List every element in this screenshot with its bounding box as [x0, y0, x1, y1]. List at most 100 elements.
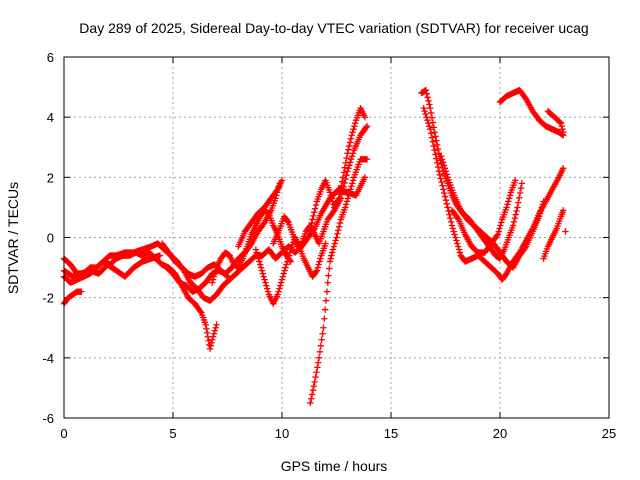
data-point: [310, 382, 318, 390]
data-point: [562, 228, 569, 235]
data-point: [345, 146, 352, 153]
data-point: [310, 212, 317, 220]
data-point: [432, 133, 439, 140]
data-point: [329, 246, 337, 253]
data-point: [335, 195, 342, 202]
data-point: [427, 109, 435, 117]
data-point: [442, 168, 450, 175]
data-point: [443, 171, 450, 178]
data-point: [257, 261, 264, 268]
data-point: [454, 240, 461, 247]
data-point: [207, 342, 214, 349]
data-point: [335, 227, 342, 234]
data-point: [558, 122, 565, 130]
data-point: [434, 163, 442, 171]
data-point: [283, 261, 290, 268]
data-point: [255, 255, 262, 262]
data-point: [363, 156, 371, 163]
data-point: [350, 126, 357, 133]
data-point: [319, 330, 326, 337]
data-point: [514, 204, 521, 211]
data-point: [440, 186, 447, 193]
y-axis-label: SDTVAR / TECUs: [5, 182, 21, 294]
data-point: [328, 195, 335, 202]
data-point: [435, 168, 443, 175]
data-point: [275, 288, 282, 295]
data-point: [506, 192, 514, 199]
data-point: [308, 219, 315, 227]
data-point: [277, 282, 284, 289]
data-point: [348, 183, 355, 190]
data-point: [363, 122, 371, 130]
data-point: [322, 297, 330, 304]
data-point: [328, 249, 336, 256]
data-point: [349, 177, 357, 184]
data-point: [78, 288, 85, 295]
data-point: [312, 268, 320, 275]
data-point: [346, 162, 353, 169]
data-point: [441, 193, 449, 200]
data-point: [254, 252, 261, 259]
data-point: [336, 190, 343, 198]
data-point: [256, 258, 263, 265]
data-point: [307, 223, 314, 230]
data-point: [423, 90, 430, 97]
data-point: [347, 156, 355, 163]
chart-title: Day 289 of 2025, Sidereal Day-to-day VTE…: [79, 20, 588, 36]
x-axis-label: GPS time / hours: [281, 458, 388, 474]
data-point: [443, 200, 451, 208]
data-point: [318, 336, 325, 343]
data-point: [333, 234, 340, 241]
data-point: [447, 218, 455, 226]
data-point: [450, 228, 457, 235]
data-point: [208, 339, 215, 346]
data-point: [348, 153, 356, 160]
data-point: [202, 321, 209, 328]
data-point: [427, 130, 435, 137]
data-point: [420, 104, 427, 112]
data-point: [341, 164, 348, 171]
data-point: [440, 189, 448, 197]
data-point: [441, 165, 449, 172]
data-point: [352, 119, 359, 127]
data-point: [424, 116, 431, 124]
data-point: [347, 186, 354, 193]
y-tick-label: 4: [47, 110, 54, 125]
data-point: [426, 101, 433, 108]
data-point: [361, 113, 369, 121]
data-point: [209, 333, 217, 340]
data-point: [338, 182, 345, 189]
data-point: [434, 159, 441, 167]
data-point: [211, 270, 219, 277]
data-point: [317, 342, 325, 349]
data-point: [437, 153, 445, 160]
data-point: [209, 276, 217, 283]
data-point: [321, 315, 328, 322]
data-point: [513, 207, 520, 215]
data-point: [512, 211, 519, 218]
data-point: [332, 237, 339, 244]
data-point: [326, 265, 333, 272]
data-point: [346, 139, 354, 146]
data-point: [421, 107, 428, 115]
data-point: [452, 234, 459, 241]
data-point: [286, 249, 294, 256]
data-point: [263, 282, 270, 289]
data-point: [315, 261, 322, 268]
data-point: [347, 135, 355, 143]
data-point: [493, 232, 501, 239]
data-point: [284, 255, 292, 262]
data-point: [312, 373, 319, 381]
data-point: [497, 222, 504, 229]
data-point: [253, 249, 260, 256]
data-point: [436, 171, 444, 179]
data-point: [495, 228, 502, 235]
data-point: [438, 178, 445, 186]
data-point: [515, 199, 522, 206]
data-point: [274, 291, 281, 298]
data-point: [432, 151, 439, 158]
data-point: [494, 231, 502, 238]
data-point: [206, 345, 214, 353]
data-point: [325, 272, 332, 279]
data-point: [307, 399, 314, 407]
